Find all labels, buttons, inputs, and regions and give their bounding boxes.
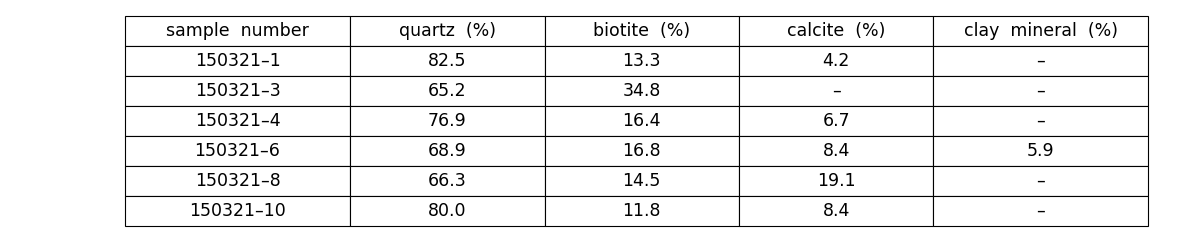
Text: 16.8: 16.8 bbox=[622, 142, 662, 160]
Text: 4.2: 4.2 bbox=[822, 52, 850, 70]
Bar bbox=[350, 106, 545, 136]
Text: 82.5: 82.5 bbox=[428, 52, 466, 70]
Bar bbox=[933, 166, 1148, 196]
Bar bbox=[933, 136, 1148, 166]
Bar bbox=[739, 106, 933, 136]
Bar bbox=[545, 136, 739, 166]
Text: 6.7: 6.7 bbox=[822, 112, 850, 130]
Text: –: – bbox=[1036, 172, 1045, 190]
Text: 150321–4: 150321–4 bbox=[195, 112, 281, 130]
Text: 76.9: 76.9 bbox=[428, 112, 466, 130]
Bar bbox=[350, 166, 545, 196]
Text: –: – bbox=[1036, 82, 1045, 100]
Bar bbox=[350, 16, 545, 46]
Bar bbox=[933, 16, 1148, 46]
Text: 8.4: 8.4 bbox=[822, 202, 850, 220]
Text: biotite  (%): biotite (%) bbox=[593, 22, 690, 40]
Text: 34.8: 34.8 bbox=[622, 82, 660, 100]
Bar bbox=[125, 76, 350, 106]
Text: clay  mineral  (%): clay mineral (%) bbox=[964, 22, 1117, 40]
Bar bbox=[933, 106, 1148, 136]
Bar bbox=[125, 196, 350, 226]
Text: 19.1: 19.1 bbox=[816, 172, 856, 190]
Bar bbox=[933, 76, 1148, 106]
Bar bbox=[739, 16, 933, 46]
Bar bbox=[125, 16, 350, 46]
Bar bbox=[350, 46, 545, 76]
Text: 150321–8: 150321–8 bbox=[195, 172, 281, 190]
Bar bbox=[739, 136, 933, 166]
Text: 68.9: 68.9 bbox=[428, 142, 466, 160]
Text: quartz  (%): quartz (%) bbox=[399, 22, 496, 40]
Bar bbox=[545, 16, 739, 46]
Bar bbox=[350, 76, 545, 106]
Bar bbox=[125, 166, 350, 196]
Bar bbox=[739, 46, 933, 76]
Text: –: – bbox=[1036, 112, 1045, 130]
Text: 150321–3: 150321–3 bbox=[195, 82, 281, 100]
Bar bbox=[545, 196, 739, 226]
Bar bbox=[545, 166, 739, 196]
Bar bbox=[545, 106, 739, 136]
Text: 5.9: 5.9 bbox=[1027, 142, 1054, 160]
Bar bbox=[125, 136, 350, 166]
Bar bbox=[125, 106, 350, 136]
Text: calcite  (%): calcite (%) bbox=[787, 22, 885, 40]
Text: 13.3: 13.3 bbox=[622, 52, 660, 70]
Bar bbox=[350, 196, 545, 226]
Bar bbox=[739, 76, 933, 106]
Text: 80.0: 80.0 bbox=[428, 202, 466, 220]
Text: 150321–1: 150321–1 bbox=[195, 52, 281, 70]
Text: 66.3: 66.3 bbox=[428, 172, 466, 190]
Text: –: – bbox=[832, 82, 840, 100]
Text: 16.4: 16.4 bbox=[622, 112, 660, 130]
Text: –: – bbox=[1036, 202, 1045, 220]
Text: 150321–6: 150321–6 bbox=[195, 142, 281, 160]
Bar bbox=[545, 46, 739, 76]
Bar bbox=[125, 46, 350, 76]
Bar bbox=[933, 196, 1148, 226]
Bar bbox=[739, 196, 933, 226]
Bar bbox=[933, 46, 1148, 76]
Bar bbox=[350, 136, 545, 166]
Text: 11.8: 11.8 bbox=[622, 202, 660, 220]
Bar bbox=[739, 166, 933, 196]
Text: sample  number: sample number bbox=[167, 22, 309, 40]
Bar bbox=[545, 76, 739, 106]
Text: 150321–10: 150321–10 bbox=[189, 202, 286, 220]
Text: 14.5: 14.5 bbox=[622, 172, 660, 190]
Text: 65.2: 65.2 bbox=[428, 82, 466, 100]
Text: –: – bbox=[1036, 52, 1045, 70]
Text: 8.4: 8.4 bbox=[822, 142, 850, 160]
